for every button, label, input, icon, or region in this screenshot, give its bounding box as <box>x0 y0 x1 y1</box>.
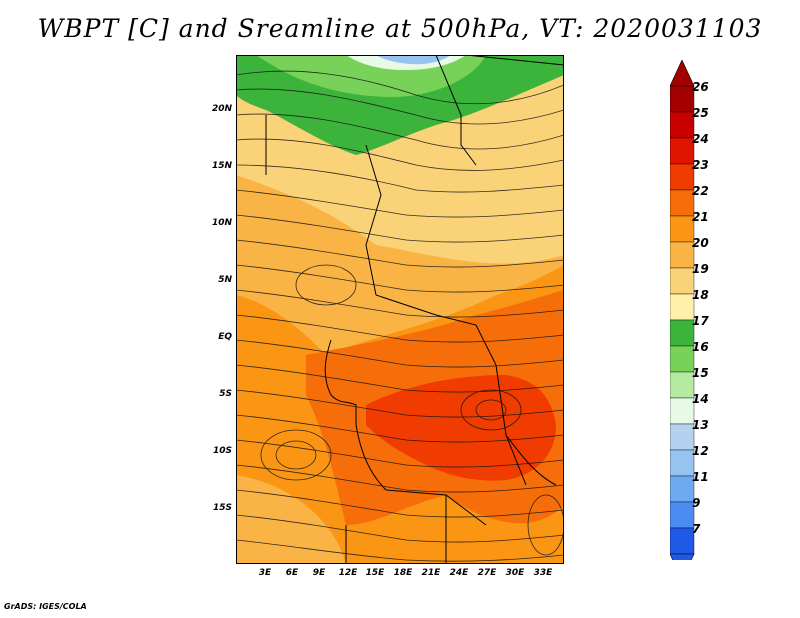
lat-label-15s: 15S <box>212 503 232 513</box>
lon-label-27e: 27E <box>477 568 497 578</box>
cb-label-21: 21 <box>692 210 709 224</box>
lat-label-5s: 5S <box>219 389 232 399</box>
lon-label-33e: 33E <box>533 568 553 578</box>
lat-label-eq: EQ <box>218 332 232 342</box>
cb-label-14: 14 <box>692 392 709 406</box>
lat-label-15n: 15N <box>211 161 232 171</box>
colorbar-swatch <box>670 397 695 425</box>
colorbar-swatch <box>670 163 695 191</box>
lon-label-12e: 12E <box>338 568 358 578</box>
cb-label-13: 13 <box>692 418 709 432</box>
cb-label-22: 22 <box>692 184 709 198</box>
lon-label-9e: 9E <box>312 568 326 578</box>
lon-label-6e: 6E <box>285 568 299 578</box>
colorbar-swatches <box>670 85 695 555</box>
lon-label-24e: 24E <box>449 568 469 578</box>
colorbar-swatch <box>670 449 695 477</box>
colorbar-swatch <box>670 527 695 555</box>
field-23-24 <box>366 375 556 481</box>
colorbar-bottom-arrow <box>670 553 695 560</box>
map-title: WBPT [C] and Sreamline at 500hPa, VT: 20… <box>37 14 763 43</box>
map-panel <box>236 55 564 564</box>
field-14-15 <box>376 55 451 65</box>
cb-label-18: 18 <box>692 288 709 302</box>
colorbar-swatch <box>670 215 695 243</box>
colorbar-swatch <box>670 293 695 321</box>
colorbar-top-arrow <box>670 60 695 87</box>
map-frame <box>236 55 564 564</box>
cb-label-11: 11 <box>692 470 709 484</box>
cb-label-7: 7 <box>692 522 701 536</box>
cb-label-9: 9 <box>692 496 701 510</box>
lat-label-20n: 20N <box>211 104 232 114</box>
cb-label-12: 12 <box>692 444 709 458</box>
colorbar <box>670 60 695 560</box>
lat-label-5n: 5N <box>218 275 232 285</box>
lon-label-30e: 30E <box>505 568 525 578</box>
streamlines <box>236 70 564 562</box>
cb-label-23: 23 <box>692 158 709 172</box>
colorbar-swatch <box>670 423 695 451</box>
lat-label-10n: 10N <box>211 218 232 228</box>
lon-label-3e: 3E <box>258 568 272 578</box>
lon-label-15e: 15E <box>365 568 385 578</box>
lat-label-10s: 10S <box>212 446 232 456</box>
cb-label-17: 17 <box>692 314 709 328</box>
cb-label-26: 26 <box>692 80 709 94</box>
colorbar-swatch <box>670 501 695 529</box>
cb-label-19: 19 <box>692 262 709 276</box>
colorbar-swatch <box>670 267 695 295</box>
colorbar-swatch <box>670 85 695 113</box>
colorbar-swatch <box>670 345 695 373</box>
grads-credit: GrADS: IGES/COLA <box>4 602 87 611</box>
colorbar-swatch <box>670 189 695 217</box>
cb-label-25: 25 <box>692 106 709 120</box>
lon-label-21e: 21E <box>421 568 441 578</box>
country-borders <box>265 55 564 564</box>
lon-label-18e: 18E <box>393 568 413 578</box>
colorbar-swatch <box>670 319 695 347</box>
cb-label-15: 15 <box>692 366 709 380</box>
colorbar-swatch <box>670 475 695 503</box>
colorbar-swatch <box>670 137 695 165</box>
colorbar-swatch <box>670 241 695 269</box>
colorbar-swatch <box>670 111 695 139</box>
cb-label-24: 24 <box>692 132 709 146</box>
cb-label-20: 20 <box>692 236 709 250</box>
cb-label-16: 16 <box>692 340 709 354</box>
colorbar-swatch <box>670 371 695 399</box>
